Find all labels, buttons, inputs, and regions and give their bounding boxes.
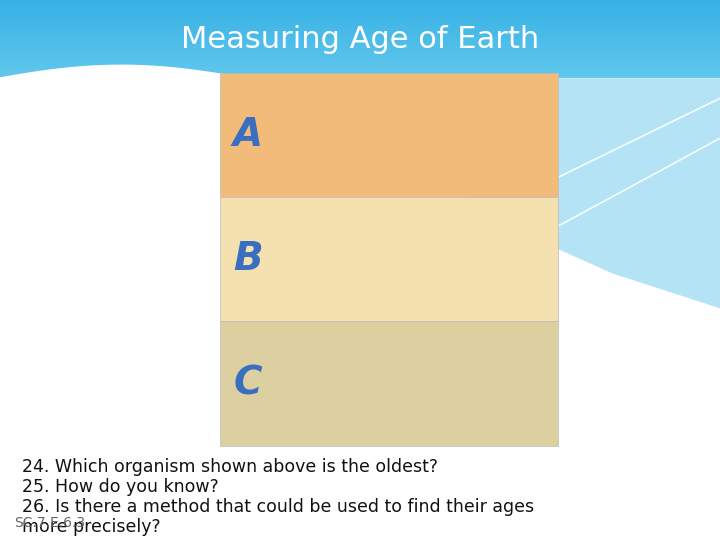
Bar xyxy=(0,65,720,66)
Bar xyxy=(0,25,720,28)
Bar xyxy=(0,37,720,39)
Bar xyxy=(0,12,720,14)
Bar xyxy=(0,49,720,51)
Polygon shape xyxy=(0,65,518,109)
Bar xyxy=(0,41,720,43)
Bar xyxy=(220,321,558,446)
Text: B: B xyxy=(233,240,262,278)
Text: C: C xyxy=(233,364,262,402)
Bar xyxy=(0,33,720,35)
Bar xyxy=(0,76,720,78)
Bar xyxy=(0,6,720,8)
Text: 26. Is there a method that could be used to find their ages: 26. Is there a method that could be used… xyxy=(22,497,534,516)
Bar xyxy=(220,73,558,197)
Bar xyxy=(0,57,720,59)
Bar xyxy=(0,28,720,29)
Bar xyxy=(0,55,720,57)
Bar xyxy=(0,22,720,23)
Bar xyxy=(220,197,558,321)
Text: SC.7.E.6.3: SC.7.E.6.3 xyxy=(14,516,85,530)
Bar xyxy=(0,16,720,18)
Bar xyxy=(0,47,720,49)
Bar xyxy=(0,10,720,12)
Bar xyxy=(0,60,720,63)
Bar xyxy=(0,19,720,22)
Text: 24. Which organism shown above is the oldest?: 24. Which organism shown above is the ol… xyxy=(22,457,438,476)
Bar xyxy=(0,0,720,2)
Bar xyxy=(0,31,720,33)
Bar xyxy=(0,51,720,53)
Bar xyxy=(0,75,720,76)
Bar xyxy=(0,45,720,47)
Text: more precisely?: more precisely? xyxy=(22,517,161,536)
Bar xyxy=(0,14,720,16)
Text: Measuring Age of Earth: Measuring Age of Earth xyxy=(181,25,539,53)
Bar xyxy=(0,59,720,60)
Bar xyxy=(0,71,720,72)
Bar xyxy=(0,69,720,71)
Text: A: A xyxy=(233,116,263,154)
Bar xyxy=(0,43,720,45)
Bar xyxy=(0,4,720,6)
Bar xyxy=(0,23,720,25)
Polygon shape xyxy=(446,78,720,308)
Bar xyxy=(0,18,720,19)
Bar xyxy=(0,29,720,31)
Bar xyxy=(0,35,720,37)
Bar xyxy=(0,53,720,55)
Bar xyxy=(0,72,720,75)
Bar xyxy=(0,63,720,65)
Text: 25. How do you know?: 25. How do you know? xyxy=(22,477,219,496)
Bar xyxy=(0,8,720,10)
Bar xyxy=(0,2,720,4)
Bar xyxy=(0,66,720,69)
Bar xyxy=(0,39,720,41)
